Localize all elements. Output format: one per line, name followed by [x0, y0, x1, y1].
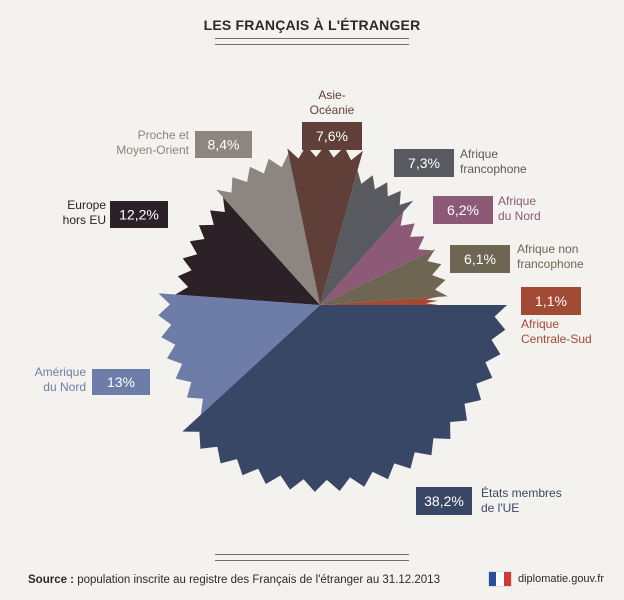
brand[interactable]: diplomatie.gouv.fr	[488, 571, 604, 587]
source-text: population inscrite au registre des Fran…	[74, 574, 440, 586]
footer-double-rule	[215, 554, 409, 561]
category-label: Afrique Centrale-Sud	[521, 317, 592, 346]
title-double-rule	[215, 38, 409, 45]
pie-slice	[158, 293, 320, 415]
french-flag-logo	[488, 571, 512, 587]
value-label: 38,2%	[424, 493, 464, 509]
value-label: 6,1%	[464, 251, 496, 267]
pie-slice	[320, 211, 433, 305]
category-label: Asie-Océanie	[310, 88, 355, 117]
value-label: 6,2%	[447, 202, 479, 218]
pie-slice	[287, 145, 363, 305]
value-box	[302, 122, 362, 150]
category-label: Afrique du Nord	[498, 194, 541, 223]
category-label: Afrique francophone	[460, 147, 527, 176]
value-box	[394, 149, 454, 177]
category-label: États membres de l'UE	[481, 485, 562, 515]
value-box	[92, 369, 150, 395]
source-note: Source : population inscrite au registre…	[28, 574, 440, 586]
pie-slice	[216, 153, 320, 305]
value-box	[433, 196, 493, 224]
category-label: Europe hors EU	[63, 198, 107, 227]
pie-slice	[320, 296, 438, 305]
value-box	[416, 487, 472, 515]
chart-title: LES FRANÇAIS À L'ÉTRANGER	[203, 17, 421, 33]
category-label: Afrique non francophone	[517, 242, 584, 271]
value-label: 13%	[107, 374, 135, 390]
pie-slice	[320, 249, 448, 305]
value-label: 1,1%	[535, 293, 567, 309]
source-label: Source :	[28, 574, 75, 586]
pie-slice	[175, 197, 320, 305]
value-label: 8,4%	[208, 137, 240, 153]
value-label: 7,3%	[408, 155, 440, 171]
brand-name: diplomatie.gouv.fr	[518, 573, 605, 585]
value-label: 7,6%	[316, 128, 348, 144]
category-label: Amérique du Nord	[35, 365, 87, 394]
value-label: 12,2%	[119, 207, 159, 223]
pie-slice	[182, 305, 507, 492]
value-box	[521, 287, 581, 315]
value-box	[110, 201, 168, 228]
pie-slice	[320, 170, 414, 305]
value-box	[195, 131, 252, 158]
value-box	[450, 245, 510, 273]
category-label: Proche et Moyen-Orient	[116, 128, 189, 157]
